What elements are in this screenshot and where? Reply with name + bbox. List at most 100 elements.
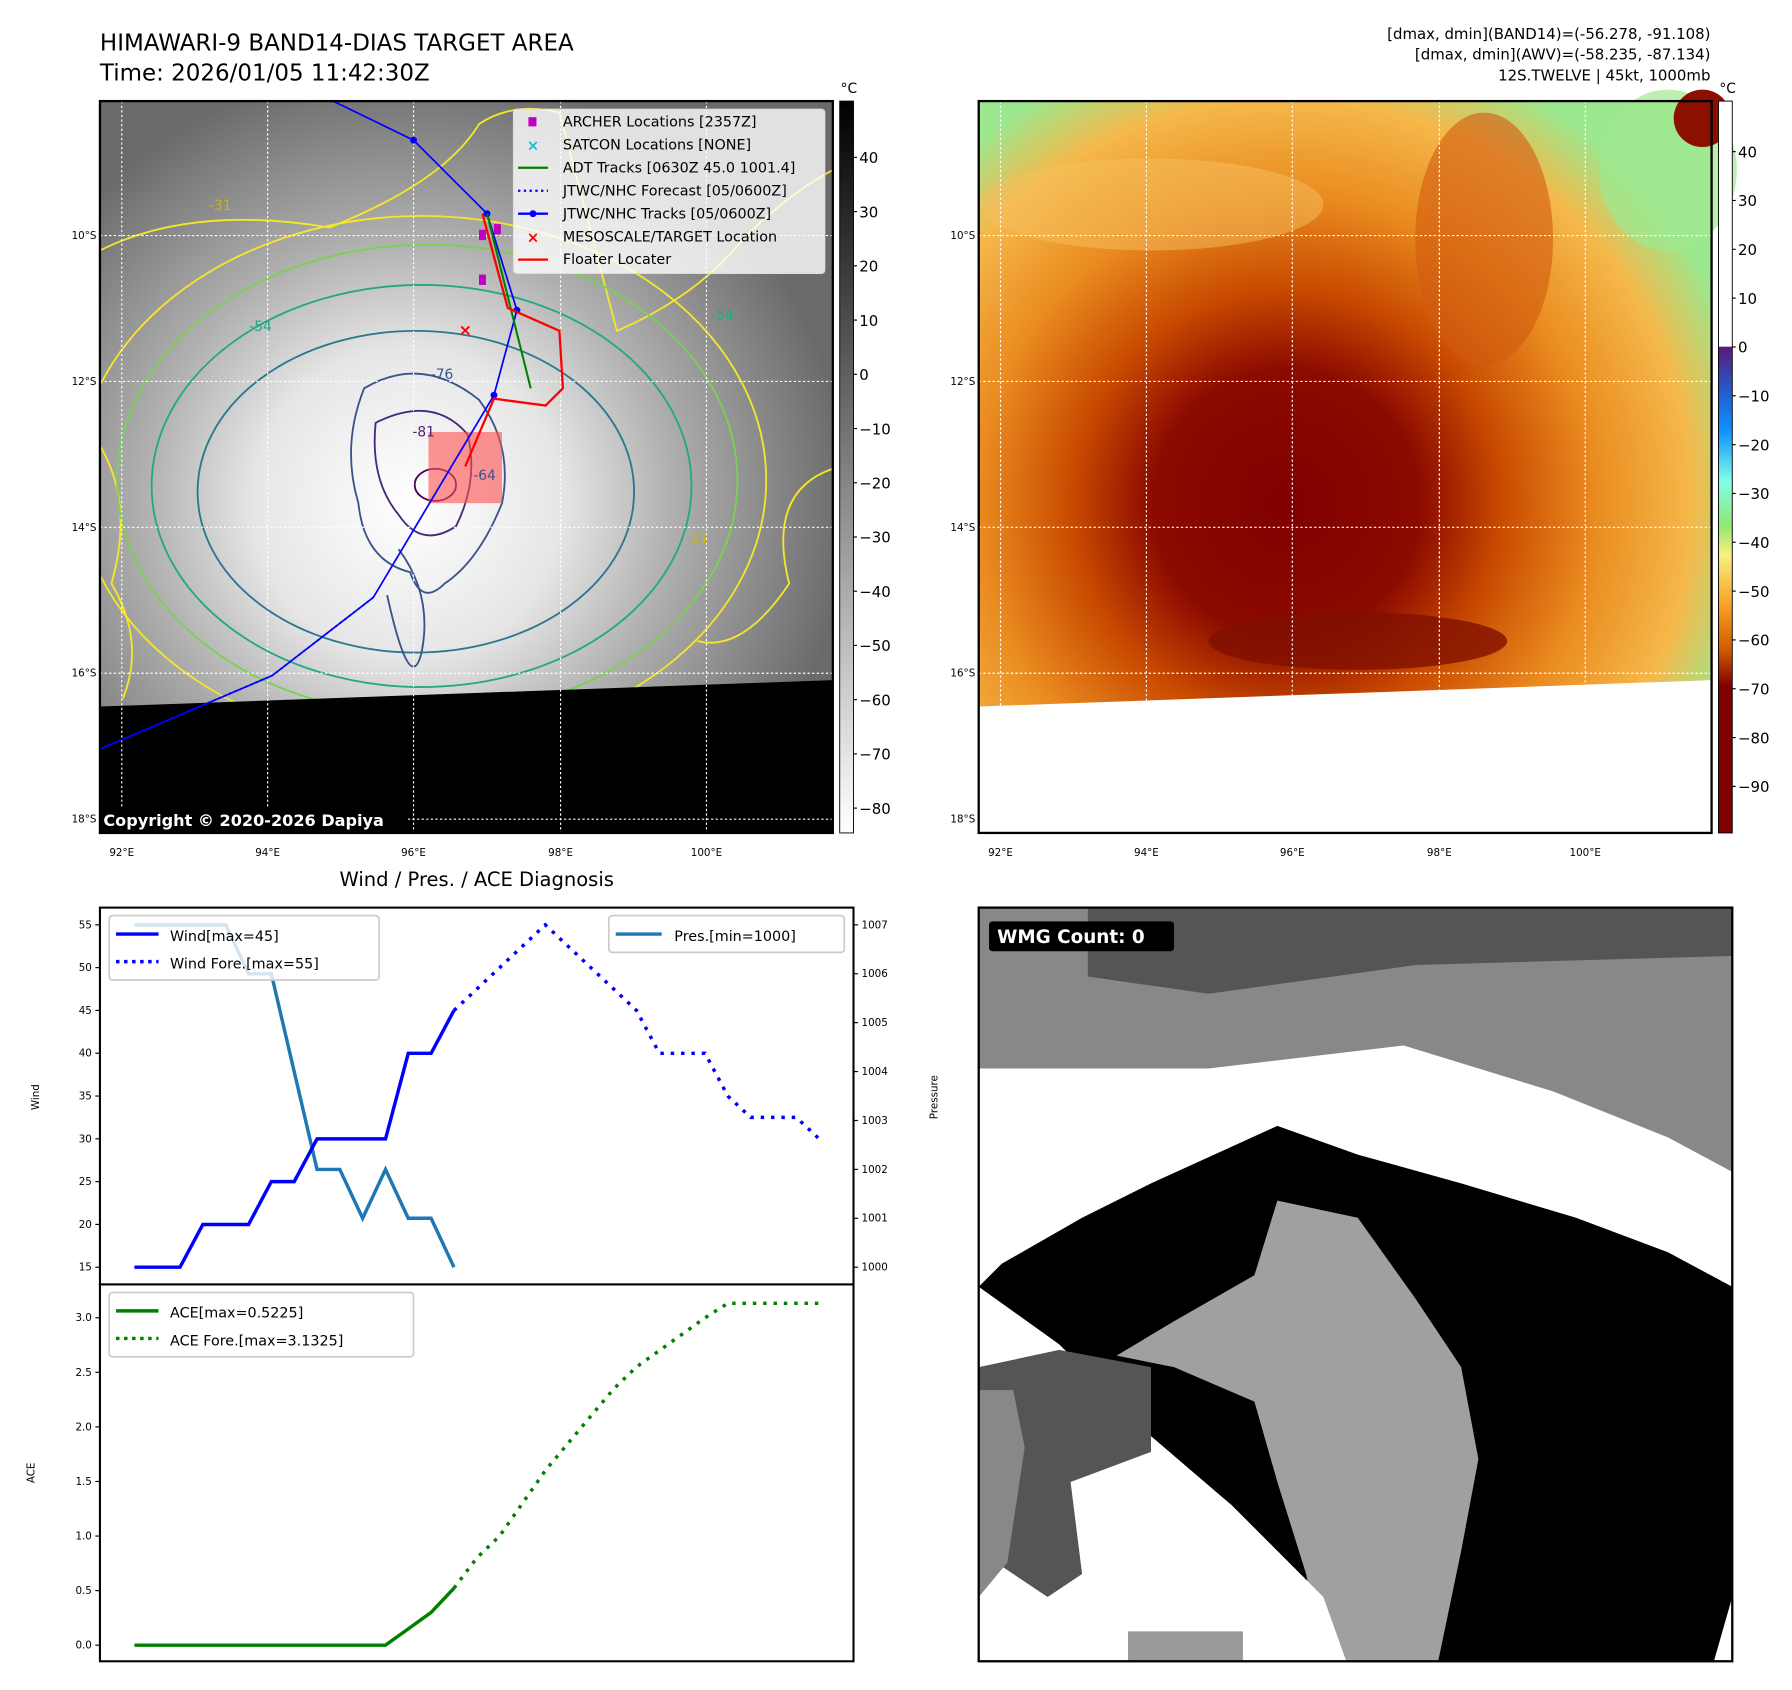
pressure-tick-label: 1002	[862, 1164, 888, 1176]
wmg-count-box	[989, 921, 1174, 952]
lat-label: 16°S	[72, 668, 97, 680]
lon-label: 98°E	[1427, 847, 1452, 859]
wind-tick-label: 35	[79, 1090, 92, 1102]
lat-label: 12°S	[950, 376, 975, 388]
right-map-lon-labels: 92°E 94°E 96°E 98°E 100°E	[988, 847, 1601, 859]
archer-marker-icon	[528, 117, 537, 127]
lat-label: 14°S	[950, 522, 975, 534]
wind-forecast-line	[452, 922, 821, 1141]
contour-labels: -31 -31 -54 -54 -76 -81 -64	[209, 198, 733, 547]
colorbar-tick-label: −60	[859, 691, 890, 709]
pressure-tick-label: 1007	[862, 919, 888, 931]
legend-label: SATCON Locations [NONE]	[563, 137, 751, 153]
colorbar-tick-label: −60	[1738, 632, 1769, 650]
colorbar-tick-label: 30	[1738, 192, 1757, 210]
colorbar-tick-label: −70	[1738, 680, 1769, 698]
colorbar-unit: °C	[841, 81, 857, 97]
copyright-box	[99, 806, 408, 833]
x-marker-icon: ×	[527, 228, 540, 246]
colorbar-tick-label: −20	[859, 475, 890, 493]
legend-wind-forecast: Wind Fore.[max=55]	[170, 957, 319, 973]
figure-title: HIMAWARI-9 BAND14-DIAS TARGET AREA	[100, 31, 574, 57]
colorbar-tick-label: −80	[859, 800, 890, 818]
colorbar-tick-label: −40	[859, 583, 890, 601]
legend-label: Floater Locater	[563, 252, 671, 268]
lon-label: 100°E	[1570, 847, 1601, 859]
colorbar-tick-label: −80	[1738, 729, 1769, 747]
colorbar-tick-label: 10	[859, 312, 878, 330]
colorbar-tick-label: −50	[859, 637, 890, 655]
wind-legend: Wind[max=45] Wind Fore.[max=55]	[108, 914, 380, 981]
wind-tick-label: 15	[79, 1262, 92, 1274]
stat-storm: 12S.TWELVE | 45kt, 1000mb	[1498, 66, 1710, 84]
colorbar-tick-label: 10	[1738, 290, 1757, 308]
pressure-tick-label: 1006	[862, 968, 888, 980]
colorbar-tick-label: 20	[859, 258, 878, 276]
colorbar-tick-label: 20	[1738, 241, 1757, 259]
lon-label: 92°E	[109, 847, 134, 859]
ace-tick-label: 1.5	[75, 1476, 91, 1488]
pressure-tick-label: 1004	[862, 1066, 888, 1078]
colorbar-tick-label: 40	[859, 149, 878, 167]
wind-tick-label: 20	[79, 1219, 92, 1231]
colorbar-tick-label: −30	[859, 529, 890, 547]
ir-color-map	[977, 89, 1737, 835]
lon-label: 100°E	[691, 847, 722, 859]
lat-label: 12°S	[72, 376, 97, 388]
no-data-region	[99, 680, 833, 833]
legend-label: JTWC/NHC Forecast [05/0600Z]	[562, 183, 787, 199]
ace-line	[134, 1587, 456, 1647]
lat-label: 10°S	[72, 230, 97, 242]
contour-label: -64	[473, 468, 495, 484]
legend-wind: Wind[max=45]	[170, 929, 279, 945]
floater-locater-line	[464, 213, 565, 467]
lon-label: 96°E	[401, 847, 426, 859]
legend-pressure: Pres.[min=1000]	[674, 929, 796, 945]
legend-dot-icon	[529, 210, 537, 218]
colorbar-tick-label: 30	[859, 203, 878, 221]
gray-colorbar: °C 40 30 20 10 0 −10 −20 −30 −40 −50 −60 −70 −80	[839, 81, 891, 834]
wind-axis-label: Wind	[30, 1084, 42, 1110]
copyright-text: Copyright © 2020-2026 Dapiya	[103, 811, 383, 830]
left-map-lat-labels: 10°S 12°S 14°S 16°S 18°S	[72, 230, 97, 826]
wind-tick-label: 30	[79, 1133, 92, 1145]
wind-tick-label: 45	[79, 1005, 92, 1017]
legend-label: JTWC/NHC Tracks [05/0600Z]	[562, 206, 771, 222]
pressure-tick-label: 1000	[862, 1262, 888, 1274]
pressure-tick-label: 1005	[862, 1017, 888, 1029]
contour-label: -31	[686, 531, 708, 547]
stat-awv: [dmax, dmin](AWV)=(-58.235, -87.134)	[1415, 46, 1711, 64]
legend-ace-forecast: ACE Fore.[max=3.1325]	[170, 1333, 343, 1349]
wind-pres-ace-chart: Wind Pressure ACE 15 20 25 30 35 40 45 50 55 1000…	[25, 906, 940, 1663]
no-data-region	[978, 680, 1712, 833]
colorbar-unit: °C	[1719, 81, 1735, 97]
wmg-count-label: WMG Count: 0	[997, 927, 1145, 948]
ace-tick-label: 0.0	[75, 1640, 91, 1652]
legend-label: MESOSCALE/TARGET Location	[563, 229, 777, 245]
colorbar-tick-label: 0	[1738, 339, 1747, 357]
legend-label: ADT Tracks [0630Z 45.0 1001.4]	[563, 160, 795, 176]
contour-label: -54	[711, 307, 733, 323]
lat-label: 10°S	[950, 230, 975, 242]
pressure-legend: Pres.[min=1000]	[607, 914, 846, 954]
ace-tick-label: 2.5	[75, 1367, 91, 1379]
colorbar-tick-label: −20	[1738, 436, 1769, 454]
colorbar-tick-label: −90	[1738, 778, 1769, 796]
stat-band14: [dmax, dmin](BAND14)=(-56.278, -91.108)	[1387, 25, 1710, 43]
colorbar-tick-label: −70	[859, 746, 890, 764]
pressure-tick-label: 1001	[862, 1213, 888, 1225]
mesoscale-target-marker-icon: ×	[458, 320, 471, 339]
lon-label: 98°E	[548, 847, 573, 859]
lat-label: 18°S	[950, 814, 975, 826]
contour-label: -76	[431, 367, 453, 383]
wind-tick-label: 50	[79, 962, 92, 974]
lon-label: 92°E	[988, 847, 1013, 859]
lon-label: 94°E	[255, 847, 280, 859]
contour-label: -81	[412, 425, 434, 441]
ace-tick-label: 2.0	[75, 1421, 91, 1433]
archer-locations	[479, 224, 501, 285]
contour-label: -31	[209, 198, 231, 214]
figure-time: Time: 2026/01/05 11:42:30Z	[99, 60, 430, 86]
